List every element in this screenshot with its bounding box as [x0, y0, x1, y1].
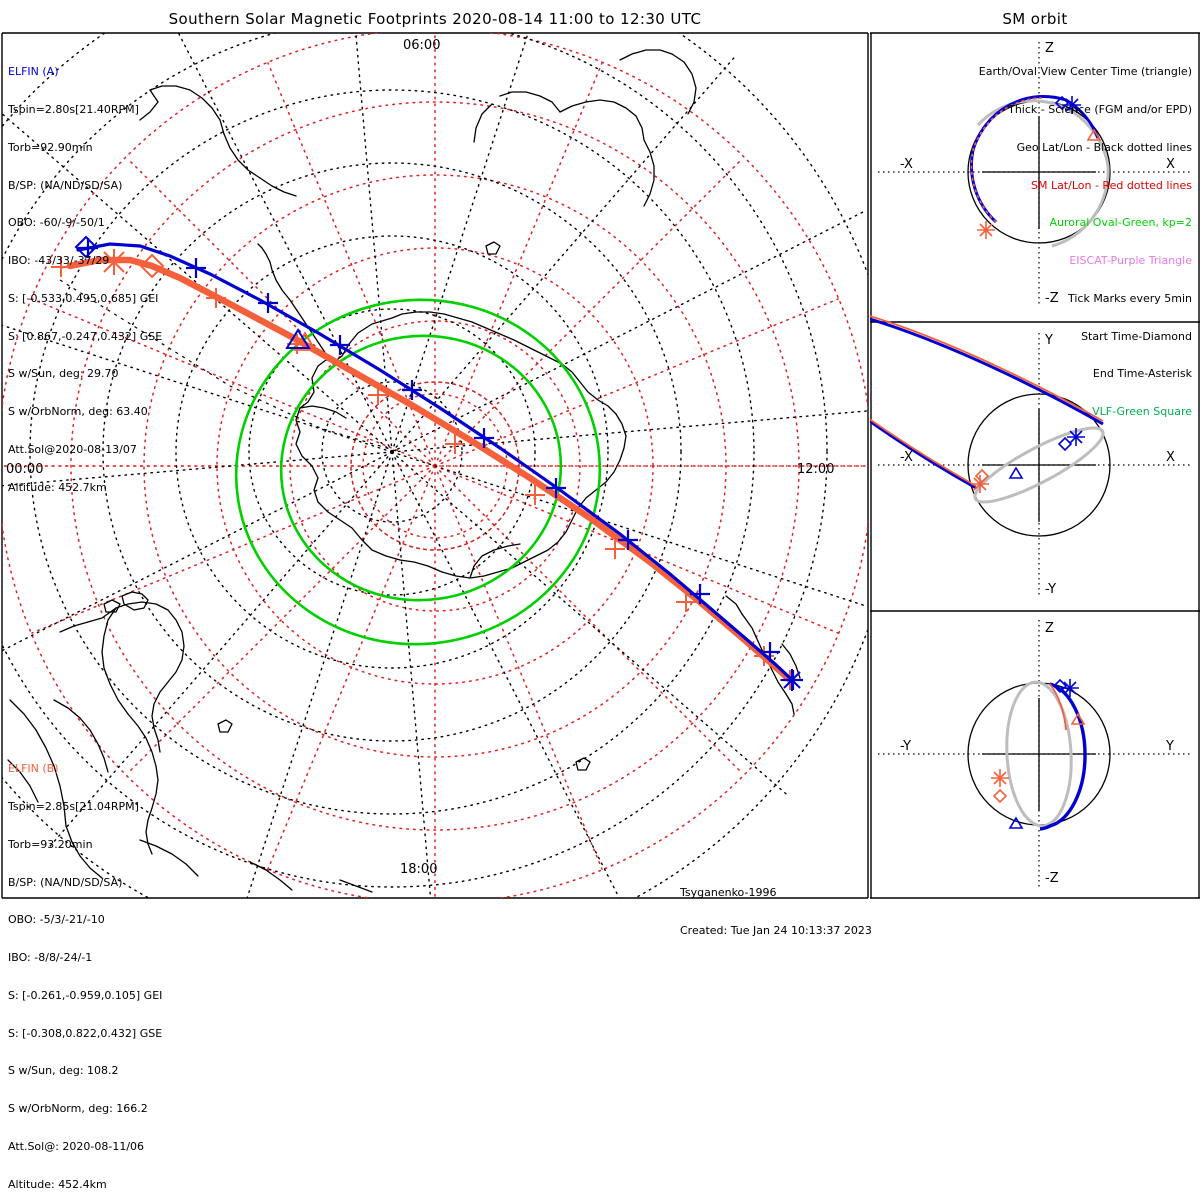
track-b-science	[66, 256, 794, 684]
sm-orbit-panels: Z -Z -X X Y -Y -X X	[870, 0, 1200, 900]
mlt-label-0000: 00:00	[6, 462, 44, 477]
legend-item-auroral-oval: Auroral Oval-Green, kp=2	[1049, 216, 1192, 230]
elfin-a-name: ELFIN (A)	[8, 65, 59, 79]
elfin-a-s-gei: S: [-0.533,0.495,0.685] GEI	[8, 291, 159, 305]
panel2-label-up: Y	[1044, 333, 1053, 348]
panel2-orbit-red	[870, 315, 1104, 487]
panel2-label-left: -X	[900, 450, 913, 465]
panel-yz-content: Z -Z -Y Y	[878, 620, 1192, 890]
elfin-a-torb: Torb=92.90min	[8, 140, 93, 154]
panel3-orbit-grey	[1005, 680, 1073, 828]
info-block-elfin-a: ELFIN (A) Tspin=2.80s[21.40RPM] Torb=92.…	[8, 41, 162, 507]
marker-b-start-diamond	[139, 253, 165, 279]
legend-item-end-time: End Time-Asterisk	[1092, 367, 1192, 381]
geo-grid	[2, 33, 868, 898]
panel3-markers-b	[991, 712, 1086, 804]
panel2-markers-b	[971, 468, 990, 493]
elfin-b-s-orbnorm: S w/OrbNorm, deg: 166.2	[8, 1102, 148, 1116]
elfin-b-bsp: B/SP: (NA/ND/SD/SA)	[8, 875, 123, 889]
panel-xy-content: Y -Y -X X	[870, 315, 1192, 598]
elfin-b-ibo: IBO: -8/8/-24/-1	[8, 951, 93, 965]
elfin-a-s-orbnorm: S w/OrbNorm, deg: 63.40	[8, 405, 148, 419]
marker-a-end-asterisk	[781, 669, 803, 691]
mlt-label-1200: 12:00	[797, 462, 835, 477]
legend-item-tick-marks: Tick Marks every 5min	[1067, 291, 1192, 305]
elfin-b-attsol: Att.Sol@: 2020-08-11/06	[8, 1140, 145, 1153]
elfin-a-obo: OBO: -60/-9/-50/1	[8, 216, 105, 230]
elfin-a-s-gse: S: [0.867,-0.247,0.432] GSE	[8, 329, 163, 343]
credit-model: Tsyganenko-1996	[680, 886, 777, 900]
elfin-b-s-gei: S: [-0.261,-0.959,0.105] GEI	[8, 988, 163, 1002]
marker-a-start-diamond	[74, 235, 98, 259]
panel1-label-right: X	[1166, 157, 1175, 172]
polar-footprint-plot	[1, 32, 869, 899]
panel1-markers-b	[977, 128, 1102, 239]
legend-item-sm-latlon: SM Lat/Lon - Red dotted lines	[1030, 178, 1192, 192]
elfin-b-altitude: Altitude: 452.4km	[8, 1177, 107, 1191]
legend-item-vlf: VLF-Green Square	[1092, 405, 1192, 419]
panel3-orbit-red	[1049, 683, 1067, 731]
panel3-label-down: -Z	[1045, 871, 1059, 886]
elfin-a-altitude: Altitude: 452.7km	[8, 480, 107, 494]
panel1-label-left: -X	[900, 157, 913, 172]
legend-item-start-time: Start Time-Diamond	[1081, 329, 1192, 343]
panel1-orbit-red	[970, 97, 1043, 223]
panel2-orbit-grey	[973, 426, 1105, 504]
info-block-elfin-b: ELFIN (B) Tspin=2.85s[21.04RPM] Torb=93.…	[8, 738, 162, 1204]
elfin-a-bsp: B/SP: (NA/ND/SD/SA)	[8, 178, 123, 192]
legend-item-thick-science: Thick - Science (FGM and/or EPD)	[1008, 102, 1192, 116]
legend-item-geo-latlon: Geo Lat/Lon - Black dotted lines	[1016, 140, 1192, 154]
legend-item-eiscat: EISCAT-Purple Triangle	[1069, 254, 1192, 268]
elfin-a-attsol: Att.Sol@2020-08-13/07	[8, 443, 137, 456]
elfin-b-tspin: Tspin=2.85s[21.04RPM]	[8, 799, 139, 813]
panel3-label-right: Y	[1165, 739, 1174, 754]
elfin-a-tspin: Tspin=2.80s[21.40RPM]	[8, 102, 139, 116]
track-a-line	[76, 242, 794, 682]
elfin-b-s-gse: S: [-0.308,0.822,0.432] GSE	[8, 1026, 163, 1040]
view-center-arc	[59, 279, 401, 453]
coastlines	[7, 49, 801, 893]
mlt-label-0600: 06:00	[403, 38, 441, 53]
panel3-markers-a	[1008, 678, 1079, 829]
plot-legend: Earth/Oval View Center Time (triangle) T…	[979, 41, 1192, 431]
elfin-b-name: ELFIN (B)	[8, 762, 59, 776]
panel2-orbit-blue	[870, 317, 1104, 490]
panel1-label-up: Z	[1045, 41, 1054, 56]
sm-orbit-title: SM orbit	[1002, 10, 1068, 28]
elfin-a-s-sun: S w/Sun, deg: 29.70	[8, 367, 119, 381]
auroral-oval	[234, 298, 602, 646]
panel2-label-right: X	[1166, 450, 1175, 465]
elfin-b-torb: Torb=93.20min	[8, 837, 93, 851]
panel2-label-down: -Y	[1045, 582, 1056, 597]
panel3-label-left: -Y	[900, 739, 911, 754]
elfin-b-obo: OBO: -5/3/-21/-10	[8, 913, 105, 927]
sm-lat-ring-80	[350, 381, 520, 551]
marker-b-end-asterisk	[101, 249, 127, 275]
marker-b-center-triangle	[293, 331, 317, 351]
panel2-markers-a	[1008, 428, 1085, 479]
credit-created: Created: Tue Jan 24 10:13:37 2023	[680, 923, 872, 937]
page-title: Southern Solar Magnetic Footprints 2020-…	[168, 10, 702, 28]
track-elfin-a	[74, 235, 803, 691]
mlt-label-1800: 18:00	[400, 862, 438, 877]
panel3-label-up: Z	[1045, 621, 1054, 636]
marker-a-center-triangle	[285, 328, 311, 349]
panel1-markers-a	[1054, 95, 1081, 114]
panel2-earth	[967, 393, 1111, 537]
credits-block: Tsyganenko-1996 Created: Tue Jan 24 10:1…	[680, 862, 872, 950]
elfin-a-ibo: IBO: -43/33/-37/29	[8, 254, 110, 268]
elfin-b-s-sun: S w/Sun, deg: 108.2	[8, 1064, 119, 1078]
panel1-label-down: -Z	[1045, 291, 1059, 306]
legend-item-view-center: Earth/Oval View Center Time (triangle)	[978, 65, 1192, 79]
panel3-orbit-blue	[1039, 682, 1087, 831]
panel-xz-content: Z -Z -X X	[878, 41, 1192, 306]
